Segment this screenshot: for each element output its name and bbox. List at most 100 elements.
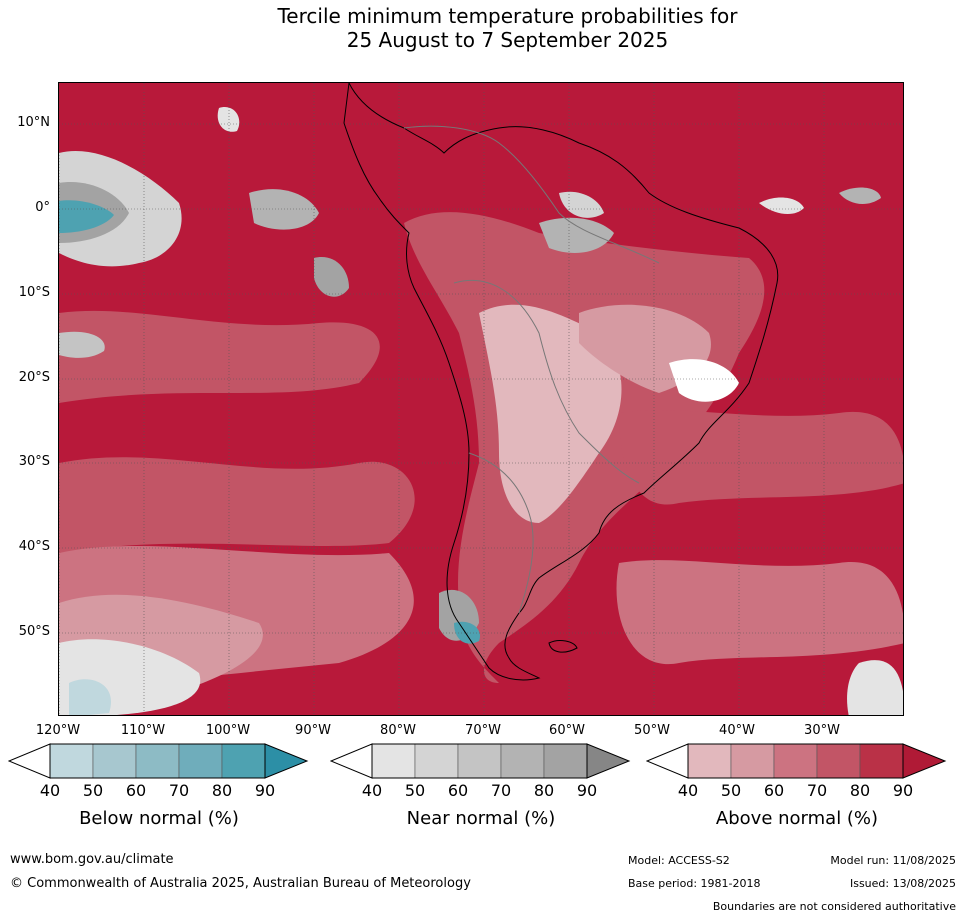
lat-label-0: 0° (35, 200, 50, 215)
atlantic-band-2 (616, 560, 903, 665)
colorbar-near-normal-label: Near normal (%) (406, 808, 556, 829)
colorbar-low-extension (8, 743, 51, 779)
lat-label-20s: 20°S (18, 370, 50, 385)
colorbar-swatch (221, 743, 266, 779)
footer-model-run: Model run: 11/08/2025 (830, 854, 956, 867)
lat-label-50s: 50°S (18, 624, 50, 639)
lat-label-10n: 10°N (17, 115, 50, 130)
colorbar-swatch (730, 743, 775, 779)
colorbar-tick-label: 40 (361, 781, 383, 800)
title-line-1: Tercile minimum temperature probabilitie… (277, 4, 738, 28)
colorbar-below-normal-label: Below normal (%) (79, 808, 239, 829)
lon-label-70w: 70°W (465, 723, 501, 738)
lon-label-90w: 90°W (295, 723, 331, 738)
atlantic-near-normal-south (847, 660, 903, 715)
colorbar-tick-label: 70 (490, 781, 512, 800)
pacific-near-normal-patch-3 (59, 331, 105, 358)
colorbar-low-extension (330, 743, 373, 779)
country-borders-south (468, 452, 534, 614)
footer-copyright: © Commonwealth of Australia 2025, Austra… (10, 876, 471, 891)
pacific-near-normal-patch-2 (314, 257, 349, 297)
footer-model: Model: ACCESS-S2 (628, 854, 730, 867)
colorbar-swatch (414, 743, 459, 779)
colorbar-swatch (49, 743, 94, 779)
colorbar-tick-label: 50 (82, 781, 104, 800)
lat-label-10s: 10°S (18, 285, 50, 300)
lon-label-50w: 50°W (634, 723, 670, 738)
amazon-near-normal (539, 217, 614, 253)
pacific-near-normal-patch-1 (249, 189, 319, 230)
footer-issued: Issued: 13/08/2025 (849, 877, 956, 890)
lon-label-60w: 60°W (549, 723, 585, 738)
lon-label-30w: 30°W (804, 723, 840, 738)
chart-title: Tercile minimum temperature probabilitie… (0, 4, 965, 52)
pacific-band-1 (59, 310, 380, 403)
lon-label-80w: 80°W (380, 723, 416, 738)
colorbar-outline (49, 743, 266, 779)
colorbar-outline (371, 743, 588, 779)
colorbar-swatch (371, 743, 416, 779)
pacific-below-normal-core (59, 200, 114, 233)
colorbar-tick-label: 70 (168, 781, 190, 800)
amazon-near-normal-2 (559, 191, 604, 218)
colorbar-tick-label: 80 (533, 781, 555, 800)
colorbar-swatch (543, 743, 588, 779)
colorbar-tick-label: 80 (849, 781, 871, 800)
colorbar-swatch (178, 743, 223, 779)
lat-label-30s: 30°S (18, 454, 50, 469)
country-borders-north (403, 125, 660, 264)
atlantic-near-normal-1 (759, 197, 804, 215)
colorbar-outline (687, 743, 904, 779)
footer-base-period: Base period: 1981-2018 (628, 877, 761, 890)
footer-disclaimer: Boundaries are not considered authoritat… (712, 900, 956, 913)
colorbar-tick-label: 90 (892, 781, 914, 800)
colorbar-above-normal (646, 743, 947, 779)
colorbar-swatch (687, 743, 732, 779)
pacific-near-normal-patch-4 (217, 107, 240, 132)
colorbar-tick-label: 50 (720, 781, 742, 800)
colorbar-tick-label: 80 (211, 781, 233, 800)
falkland-islands (548, 640, 578, 653)
colorbar-tick-label: 60 (763, 781, 785, 800)
colorbar-tick-label: 90 (254, 781, 276, 800)
probability-map (58, 82, 904, 716)
lon-label-100w: 100°W (205, 723, 251, 738)
country-borders-central (453, 279, 640, 484)
colorbar-low-extension (646, 743, 689, 779)
title-line-2: 25 August to 7 September 2025 (346, 28, 669, 52)
lon-label-120w: 120°W (35, 723, 81, 738)
colorbar-tick-label: 60 (125, 781, 147, 800)
pacific-band-2 (59, 457, 415, 553)
colorbar-swatch (859, 743, 904, 779)
colorbar-high-extension (586, 743, 631, 779)
colorbar-high-extension (902, 743, 947, 779)
colorbar-tick-label: 70 (806, 781, 828, 800)
atlantic-band-1 (619, 410, 903, 505)
colorbar-tick-label: 60 (447, 781, 469, 800)
colorbar-swatch (457, 743, 502, 779)
colorbar-high-extension (264, 743, 309, 779)
colorbar-swatch (816, 743, 861, 779)
colorbar-tick-label: 50 (404, 781, 426, 800)
lon-label-110w: 110°W (120, 723, 166, 738)
lon-label-40w: 40°W (719, 723, 755, 738)
colorbar-swatch (773, 743, 818, 779)
graticule (59, 83, 903, 715)
colorbar-swatch (500, 743, 545, 779)
patagonia-below-normal (454, 621, 480, 644)
brazil-white-patch (669, 359, 739, 402)
pacific-below-normal-south (69, 679, 111, 715)
colorbar-tick-label: 40 (39, 781, 61, 800)
map-canvas (59, 83, 903, 715)
colorbar-near-normal (330, 743, 631, 779)
lat-label-40s: 40°S (18, 539, 50, 554)
colorbar-tick-label: 40 (677, 781, 699, 800)
atlantic-near-normal-2 (839, 187, 881, 205)
south-america-coastline (343, 83, 779, 681)
south-america-interior-light (479, 304, 622, 523)
colorbar-tick-label: 90 (576, 781, 598, 800)
footer-website[interactable]: www.bom.gov.au/climate (10, 852, 174, 867)
colorbar-swatch (92, 743, 137, 779)
colorbar-swatch (135, 743, 180, 779)
colorbar-above-normal-label: Above normal (%) (715, 808, 879, 829)
